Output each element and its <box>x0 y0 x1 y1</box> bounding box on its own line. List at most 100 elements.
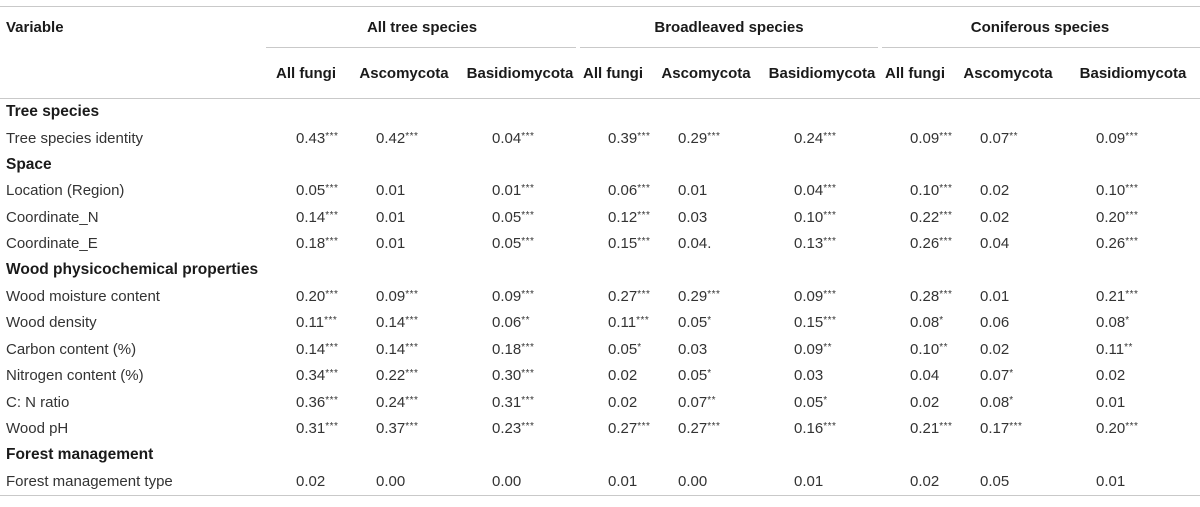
significance-marker: *** <box>636 315 650 327</box>
table-cell: 0.04*** <box>462 125 578 152</box>
cell-value: 0.08 <box>980 393 1010 411</box>
cell-value: 0.14 <box>376 314 406 332</box>
significance-marker: * <box>939 315 944 327</box>
significance-marker: ** <box>1009 130 1018 142</box>
table-cell: 0.03 <box>648 204 764 231</box>
table-cell: 0.00 <box>462 468 578 495</box>
cell-value: 0.05 <box>980 472 1010 490</box>
group-header-row: Variable All tree species Broadleaved sp… <box>0 7 1200 48</box>
significance-marker: *** <box>521 236 535 248</box>
cell-value: 0.27 <box>678 420 708 438</box>
significance-marker: *** <box>707 421 721 433</box>
cell-value: 0.43 <box>296 129 326 147</box>
significance-marker: *** <box>823 236 837 248</box>
cell-value: 0.05 <box>492 208 522 226</box>
cell-value: 0.21 <box>910 420 940 438</box>
cell-value: 0.20 <box>296 287 326 305</box>
cell-value: 0.27 <box>608 287 638 305</box>
cell-value: 0.04 <box>910 367 940 385</box>
cell-value: 0.30 <box>492 367 522 385</box>
table-cell: 0.21*** <box>880 416 952 443</box>
significance-marker: *** <box>405 130 419 142</box>
cell-value: 0.10 <box>794 208 824 226</box>
cell-value: 0.02 <box>980 182 1010 200</box>
cell-value: 0.11 <box>296 314 325 332</box>
cell-value: 0.05 <box>296 182 326 200</box>
table-row: C: N ratio 0.36*** 0.24*** 0.31*** 0.02 0.07*… <box>0 389 1200 416</box>
cell-value: 0.24 <box>794 129 824 147</box>
significance-marker: *** <box>405 421 419 433</box>
table-cell: 0.00 <box>346 468 462 495</box>
table-row: Carbon content (%) 0.14*** 0.14*** 0.18*** 0… <box>0 336 1200 363</box>
significance-marker: *** <box>521 288 535 300</box>
table-cell: 0.05* <box>648 363 764 390</box>
group-header-all-tree-species: All tree species <box>366 18 478 36</box>
cell-value: 0.05 <box>678 314 708 332</box>
row-label: Forest management type <box>6 472 173 490</box>
table-cell: 0.26*** <box>880 231 953 258</box>
table-cell: 0.01*** <box>462 178 578 205</box>
significance-marker: *** <box>521 341 535 353</box>
cell-value: 0.31 <box>492 393 522 411</box>
cell-value: 0.01 <box>678 182 708 200</box>
significance-marker: *** <box>325 368 339 380</box>
cell-value: 0.24 <box>376 393 406 411</box>
section-row: Wood physicochemical properties <box>0 257 1200 283</box>
subheader-ascomycota: Ascomycota <box>359 64 449 82</box>
cell-value: 0.14 <box>296 208 326 226</box>
significance-marker: *** <box>325 236 339 248</box>
cell-value: 0.03 <box>678 340 708 358</box>
table-cell: 0.01 <box>764 468 880 495</box>
cell-value: 0.02 <box>910 472 940 490</box>
cell-value: 0.02 <box>980 340 1010 358</box>
significance-marker: *** <box>521 183 535 195</box>
table-cell: 0.07** <box>648 389 764 416</box>
cell-value: 0.11 <box>1096 340 1125 358</box>
row-label: Coordinate_E <box>6 235 98 253</box>
section-row: Forest management <box>0 442 1200 468</box>
section-row: Tree species <box>0 99 1200 126</box>
significance-marker: *** <box>939 236 953 248</box>
cell-value: 0.01 <box>376 208 406 226</box>
significance-marker: *** <box>405 394 419 406</box>
table-cell: 0.29*** <box>648 283 764 310</box>
significance-marker: *** <box>325 341 339 353</box>
table-cell: 0.11** <box>1066 336 1200 363</box>
significance-marker: *** <box>637 236 651 248</box>
table-cell: 0.17*** <box>950 416 1066 443</box>
table-cell: 0.14*** <box>346 336 462 363</box>
cell-value: 0.01 <box>376 182 406 200</box>
table-cell: 0.09*** <box>764 283 880 310</box>
table-cell: 0.00 <box>648 468 764 495</box>
table-cell: 0.14*** <box>346 310 462 337</box>
significance-marker: *** <box>521 368 535 380</box>
cell-value: 0.01 <box>1096 472 1126 490</box>
table-cell: 0.01 <box>950 283 1066 310</box>
significance-marker: *** <box>405 368 419 380</box>
table-cell: 0.05* <box>578 336 648 363</box>
table-row: Coordinate_E 0.18*** 0.01 0.05*** 0.15*** 0.0… <box>0 231 1200 258</box>
table-cell: 0.16*** <box>764 416 880 443</box>
significance-marker: *** <box>1125 288 1139 300</box>
cell-value: 0.02 <box>910 393 940 411</box>
table-cell: 0.01 <box>346 204 462 231</box>
table-cell: 0.37*** <box>346 416 462 443</box>
table-cell: 0.24*** <box>346 389 462 416</box>
cell-value: 0.09 <box>1096 129 1126 147</box>
table-cell: 0.14*** <box>266 204 346 231</box>
table-cell: 0.29*** <box>648 125 764 152</box>
table-cell: 0.27*** <box>578 283 650 310</box>
section-title: Tree species <box>6 103 100 121</box>
table-cell: 0.02 <box>880 468 950 495</box>
cell-value: 0.29 <box>678 287 708 305</box>
section-title: Forest management <box>6 446 154 464</box>
cell-value: 0.23 <box>492 420 522 438</box>
significance-marker: *** <box>823 209 837 221</box>
cell-value: 0.10 <box>910 182 940 200</box>
cell-value: 0.20 <box>1096 420 1126 438</box>
cell-value: 0.03 <box>678 208 708 226</box>
group-header-coniferous-species: Coniferous species <box>970 18 1110 36</box>
cell-value: 0.11 <box>608 314 637 332</box>
significance-marker: *** <box>823 288 837 300</box>
